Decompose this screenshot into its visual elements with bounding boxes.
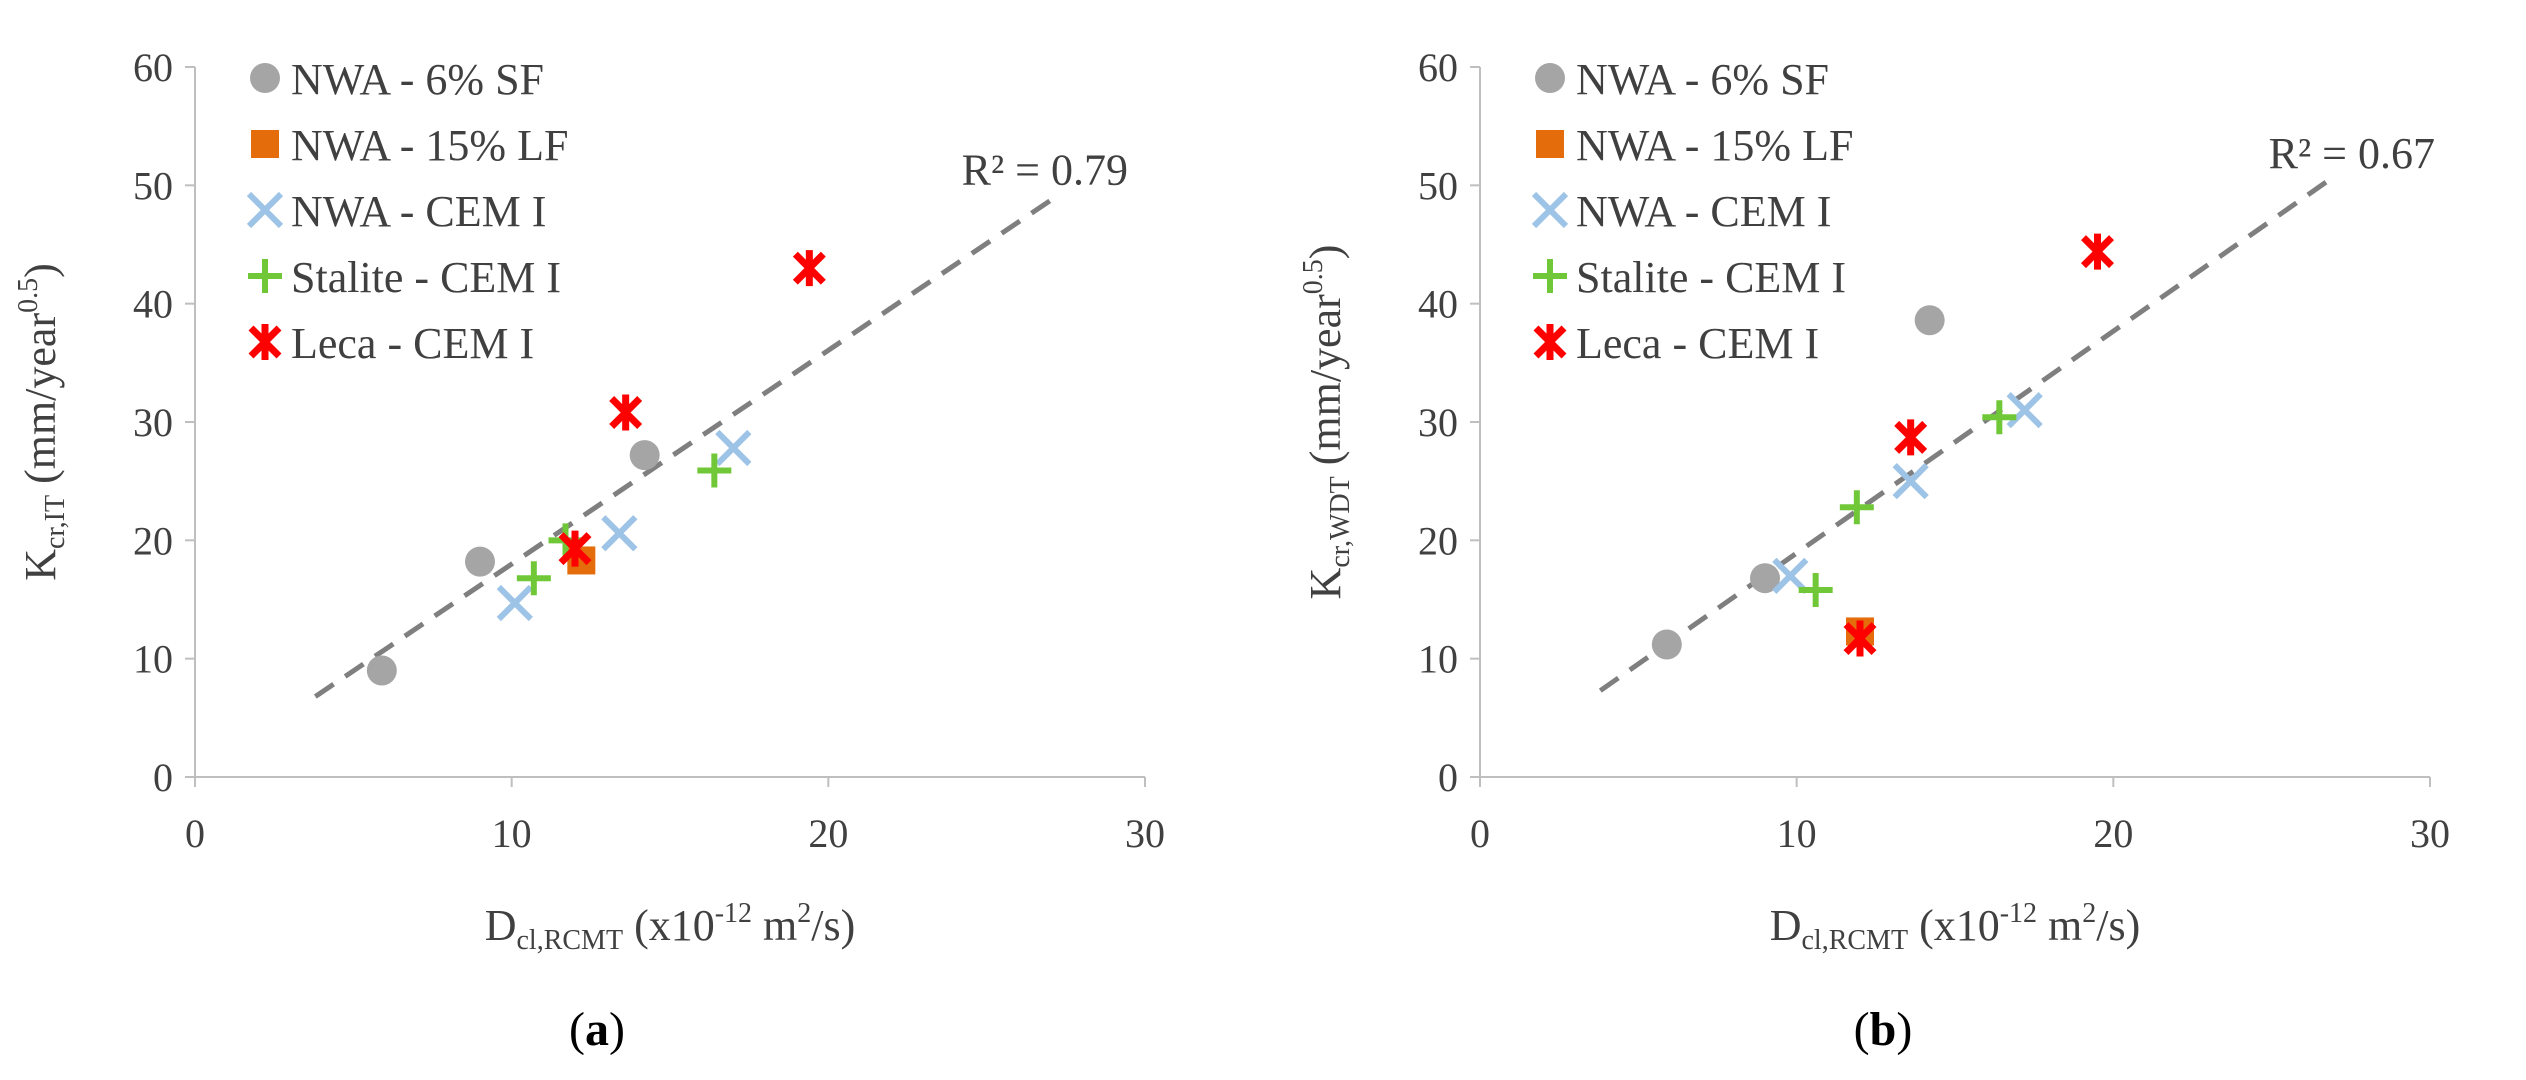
data-point-star: [2081, 233, 2114, 270]
y-axis-title: Kcr,IT (mm/year0.5): [13, 263, 71, 581]
legend-label: Stalite - CEM I: [1576, 253, 1846, 302]
y-axis-title: Kcr,WDT (mm/year0.5): [1298, 245, 1356, 600]
legend-marker-circle: [1535, 63, 1565, 93]
r2-label: R² = 0.79: [962, 146, 1128, 195]
x-tick-label: 0: [1470, 811, 1490, 856]
x-tick-label: 20: [2093, 811, 2133, 856]
legend-label: NWA - 15% LF: [1576, 121, 1853, 170]
data-point-circle: [1914, 305, 1945, 336]
x-axis-title: Dcl,RCMT (x10-12 m2/s): [1770, 898, 2141, 956]
data-point-star: [609, 394, 643, 431]
data-point-plus: [1839, 490, 1874, 525]
data-point-x: [601, 515, 638, 552]
x-tick-label: 10: [492, 811, 532, 856]
x-tick-label: 0: [185, 811, 205, 856]
trendline: [313, 198, 1052, 699]
data-point-star: [1894, 419, 1928, 456]
data-point-circle: [1651, 629, 1682, 660]
y-tick-label: 50: [1418, 163, 1458, 208]
legend-label: NWA - CEM I: [1576, 187, 1831, 236]
legend-marker-plus: [248, 259, 282, 293]
data-point-plus: [1982, 400, 2017, 435]
r2-label: R² = 0.67: [2269, 129, 2435, 178]
y-tick-label: 20: [1418, 518, 1458, 563]
legend-marker-plus: [1533, 259, 1567, 293]
legend-marker-x: [1531, 191, 1569, 229]
y-tick-label: 60: [1418, 45, 1458, 90]
x-axis-title: Dcl,RCMT (x10-12 m2/s): [485, 898, 856, 956]
data-point-x: [1892, 463, 1929, 500]
y-tick-label: 30: [133, 400, 173, 445]
data-point-star: [558, 530, 592, 567]
data-point-x: [715, 429, 752, 467]
legend-label: Leca - CEM I: [291, 319, 534, 368]
legend-marker-star: [1533, 324, 1567, 360]
data-point-x: [2006, 392, 2043, 429]
y-tick-label: 30: [1418, 400, 1458, 445]
panel-caption: (a): [569, 1003, 625, 1056]
x-tick-label: 30: [1125, 811, 1165, 856]
data-point-x: [1772, 557, 1809, 594]
x-tick-label: 10: [1777, 811, 1817, 856]
legend-label: NWA - 6% SF: [1576, 55, 1829, 104]
data-point-circle: [629, 440, 660, 471]
x-tick-label: 20: [808, 811, 848, 856]
y-tick-label: 20: [133, 518, 173, 563]
legend-label: NWA - 6% SF: [291, 55, 544, 104]
data-point-circle: [465, 546, 495, 577]
legend-marker-circle: [250, 63, 280, 93]
y-tick-label: 50: [133, 163, 173, 208]
legend-label: Stalite - CEM I: [291, 253, 561, 302]
y-tick-label: 40: [1418, 282, 1458, 327]
chart-panel-b: 0 10 20 30 40 50 60 0 10 20 30 R² = 0.67 NWA - 6% SF…: [1298, 45, 2450, 1056]
data-point-circle: [366, 655, 397, 686]
data-point-plus: [516, 561, 551, 596]
legend-label: NWA - 15% LF: [291, 121, 568, 170]
legend-marker-square: [251, 130, 279, 158]
legend-marker-square: [1536, 130, 1564, 158]
legend-marker-x: [246, 191, 284, 229]
panel-caption: (b): [1854, 1003, 1913, 1056]
data-point-circle: [1750, 563, 1780, 594]
y-tick-label: 40: [133, 282, 173, 327]
x-tick-label: 30: [2410, 811, 2450, 856]
legend-label: Leca - CEM I: [1576, 319, 1819, 368]
y-tick-label: 10: [133, 637, 173, 682]
data-point-star: [1843, 620, 1877, 657]
y-tick-label: 10: [1418, 637, 1458, 682]
y-tick-label: 0: [153, 755, 173, 800]
legend-label: NWA - CEM I: [291, 187, 546, 236]
data-point-plus: [1798, 573, 1833, 608]
chart-panel-a: 0 10 20 30 40 50 60 0 10 20 30 R² = 0.79 NWA - 6% SF…: [13, 45, 1165, 1056]
y-tick-label: 60: [133, 45, 173, 90]
y-tick-label: 0: [1438, 755, 1458, 800]
data-point-plus: [697, 453, 732, 488]
data-point-star: [792, 250, 826, 287]
trendline: [1598, 173, 2337, 693]
legend-marker-star: [248, 324, 282, 360]
data-point-x: [496, 584, 533, 622]
